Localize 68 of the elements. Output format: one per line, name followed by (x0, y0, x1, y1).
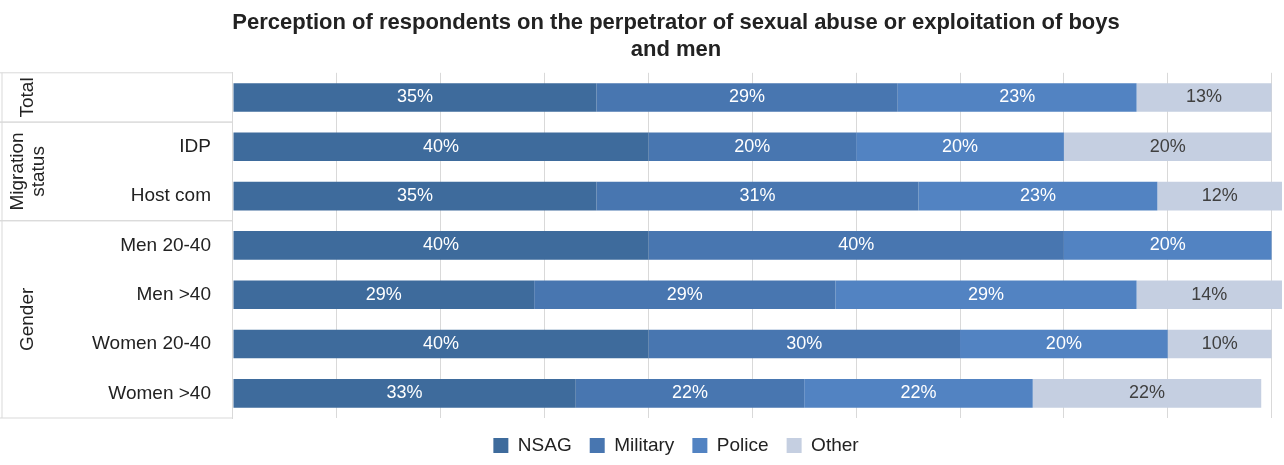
y-tick-label: Host com (130, 184, 211, 206)
data-label: 40% (422, 234, 459, 255)
bar (596, 83, 898, 112)
bar (897, 83, 1137, 112)
bar (575, 379, 805, 408)
data-label: 20% (734, 135, 771, 156)
bar (233, 280, 535, 310)
y-tick-label: IDP (179, 135, 211, 157)
data-label: 12% (1201, 185, 1238, 206)
bar (1032, 379, 1262, 408)
bar (856, 132, 1064, 162)
data-label: 22% (671, 382, 708, 403)
text: Total (16, 77, 38, 118)
data-label: 13% (1186, 86, 1223, 107)
data-label: 29% (666, 283, 703, 304)
data-label: 20% (942, 135, 979, 156)
legend-label: NSAG (517, 433, 572, 455)
data-label: 40% (838, 234, 875, 255)
data-label: 29% (967, 283, 1005, 304)
y-tick-label: Women 20-40 (91, 332, 211, 354)
y-tick-label: Women >40 (108, 381, 211, 403)
text: Migration status (5, 132, 48, 211)
bar (960, 329, 1168, 359)
data-label: 40% (422, 135, 459, 156)
data-label: 31% (739, 185, 776, 206)
bar (835, 280, 1137, 310)
bar (918, 181, 1158, 211)
bar (648, 231, 1064, 260)
bar (1157, 181, 1282, 211)
legend-label: Military (614, 433, 675, 455)
bar (804, 379, 1033, 408)
legend-label: Police (716, 433, 769, 455)
data-label: 23% (1019, 185, 1056, 206)
bar (596, 181, 919, 211)
bar (233, 329, 649, 359)
bar (233, 83, 597, 112)
data-label: 14% (1191, 283, 1228, 304)
data-label: 10% (1201, 333, 1238, 353)
bar (233, 132, 649, 162)
bar (1063, 132, 1272, 162)
data-label: 20% (1149, 234, 1186, 255)
y-tick-label: Men 20-40 (120, 233, 211, 255)
bar (1136, 83, 1272, 112)
bar (233, 181, 597, 211)
data-label: 29% (729, 86, 766, 107)
data-label: 23% (999, 86, 1036, 107)
data-label: 20% (1149, 135, 1186, 156)
bar (534, 280, 836, 310)
bar (648, 329, 961, 359)
data-label: 33% (386, 382, 423, 403)
data-label: 22% (900, 382, 937, 403)
data-label: 35% (396, 86, 434, 107)
bar (648, 132, 857, 162)
bar (1167, 329, 1272, 359)
data-label: 40% (422, 333, 459, 353)
chart-title: Perception of respondents on the perpetrator of sexual abuse or exploitation of boys and men (232, 9, 1120, 61)
bar (233, 379, 576, 408)
data-label: 22% (1128, 382, 1165, 403)
data-label: 35% (396, 185, 434, 206)
data-label: 20% (1045, 333, 1082, 353)
bar (1136, 280, 1282, 310)
bar (1063, 231, 1272, 260)
data-label: 30% (786, 333, 823, 353)
data-label: 29% (365, 283, 402, 304)
y-tick-label: Men >40 (136, 282, 211, 304)
bar (233, 231, 649, 260)
legend-label: Other (811, 433, 860, 455)
text: Gender (16, 287, 38, 352)
